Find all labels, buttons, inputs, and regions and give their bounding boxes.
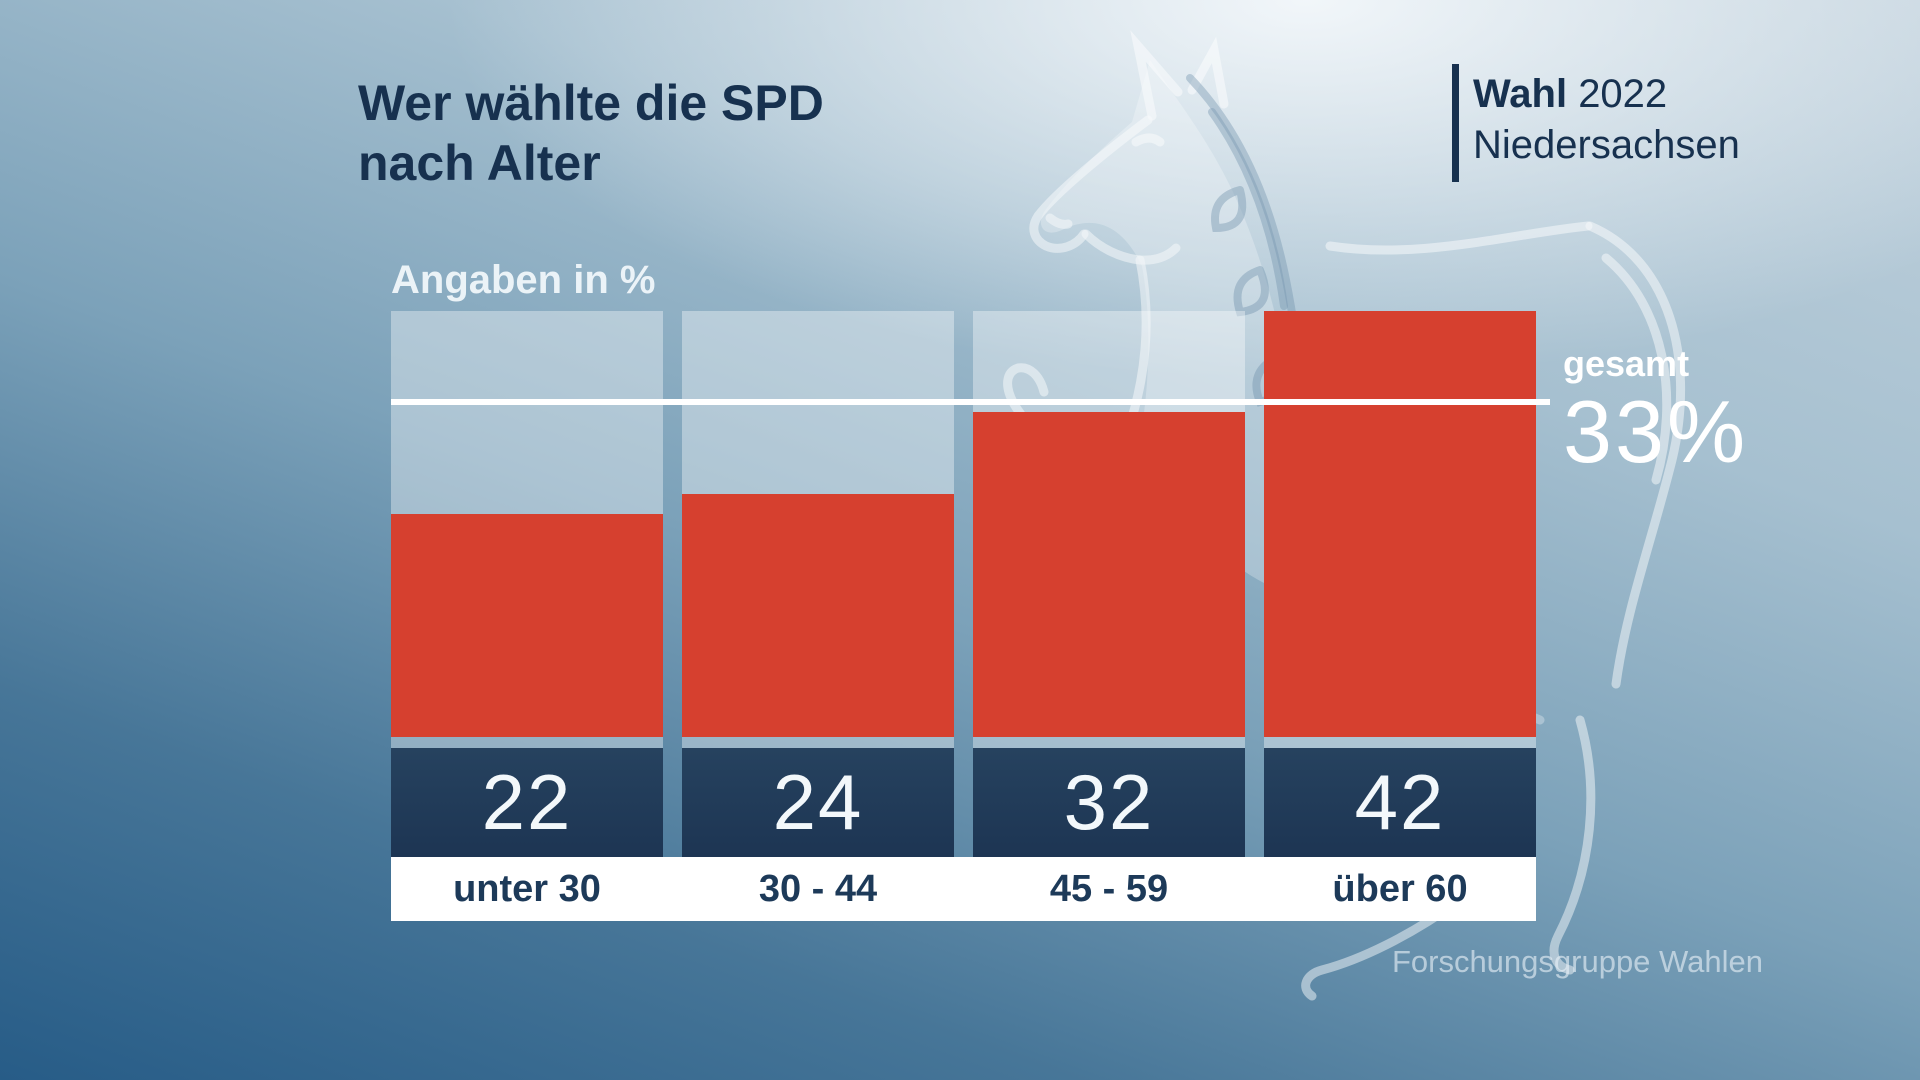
category-label: über 60 <box>1332 867 1468 910</box>
bar-30-44 <box>682 494 954 737</box>
value-label: 22 <box>481 758 573 846</box>
badge-year: 2022 <box>1578 72 1668 116</box>
value-label: 24 <box>772 758 864 846</box>
badge-label: Wahl <box>1473 72 1568 116</box>
total-annotation: gesamt 33% <box>1563 344 1748 478</box>
value-box: 24 <box>682 748 954 857</box>
badge-divider-bar <box>1452 64 1459 182</box>
category-label: 30 - 44 <box>758 867 878 910</box>
bar-under-30 <box>391 514 663 737</box>
value-label: 42 <box>1354 758 1446 846</box>
bar-column: 22 <box>391 311 663 857</box>
value-label: 32 <box>1063 758 1155 846</box>
page-title: Wer wählte die SPD nach Alter <box>358 73 824 193</box>
bar-over-60 <box>1264 311 1536 737</box>
badge-region: Niedersachsen <box>1473 123 1740 167</box>
bar-column: 24 <box>682 311 954 857</box>
page-title-line2: nach Alter <box>358 135 601 191</box>
badge-text: Wahl 2022 Niedersachsen <box>1473 64 1740 182</box>
election-badge: Wahl 2022 Niedersachsen <box>1452 64 1740 182</box>
bar-column: 32 <box>973 311 1245 857</box>
value-box: 22 <box>391 748 663 857</box>
page-title-line1: Wer wählte die SPD <box>358 75 824 131</box>
value-box: 32 <box>973 748 1245 857</box>
bar-chart: 22 24 32 42 unter 30 30 - 44 45 <box>391 311 1550 921</box>
bar-45-59 <box>973 412 1245 737</box>
value-box: 42 <box>1264 748 1536 857</box>
source-credit: Forschungsgruppe Wahlen <box>1391 944 1763 979</box>
units-label: Angaben in % <box>391 258 656 302</box>
bar-column: 42 <box>1264 311 1536 857</box>
badge-line1: Wahl 2022 <box>1473 69 1740 120</box>
total-label: gesamt <box>1563 343 1690 384</box>
category-label: 45 - 59 <box>1049 867 1169 910</box>
category-label: unter 30 <box>453 867 601 910</box>
total-value: 33% <box>1563 382 1749 481</box>
category-strip <box>391 857 1536 921</box>
reference-line <box>391 399 1550 405</box>
